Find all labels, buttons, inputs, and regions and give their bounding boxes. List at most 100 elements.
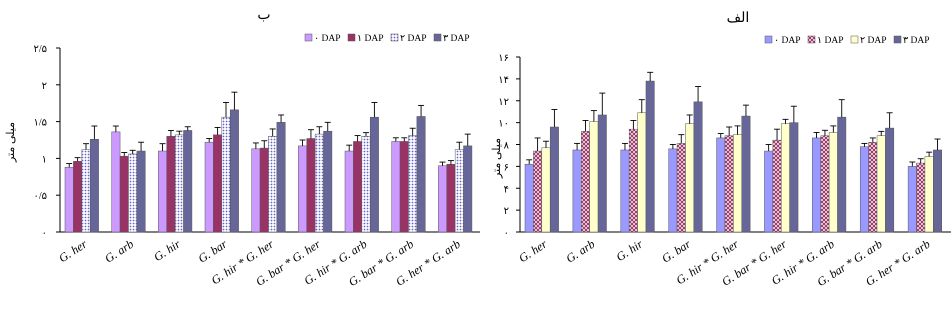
chart-alef-title: الف xyxy=(727,11,750,26)
legend-label: ۳ DAP xyxy=(443,34,469,44)
legend-label: ۱ DAP xyxy=(817,36,843,46)
legend-label: ۱ DAP xyxy=(357,34,383,44)
bar xyxy=(907,166,917,233)
bar xyxy=(637,112,647,233)
bar xyxy=(828,132,838,233)
legend-label: ۲ DAP xyxy=(860,36,886,46)
bar xyxy=(916,162,926,233)
category-label: G. her xyxy=(56,237,90,266)
bar xyxy=(685,123,695,233)
bar xyxy=(524,163,534,233)
bar xyxy=(166,136,176,233)
bar xyxy=(620,149,630,233)
bar xyxy=(789,122,799,233)
legend-label: ۳ DAP xyxy=(903,36,929,46)
bar xyxy=(541,147,551,233)
legend-swatch xyxy=(390,33,399,42)
bar xyxy=(868,142,878,233)
bar xyxy=(933,149,942,233)
legend-label: ۰ DAP xyxy=(314,34,340,44)
bar xyxy=(111,131,121,233)
bar xyxy=(693,101,703,233)
bar xyxy=(251,148,261,233)
bar xyxy=(276,122,286,233)
chart-alef-ylabel: میلی متر xyxy=(491,138,503,179)
bar xyxy=(298,145,307,233)
bar xyxy=(323,130,333,233)
bar xyxy=(876,135,886,233)
y-tick-label: ۲/۵ xyxy=(33,44,47,55)
bar xyxy=(259,147,269,233)
y-tick-label: ۱۶ xyxy=(498,53,509,64)
bar xyxy=(446,164,456,233)
bar xyxy=(820,135,830,233)
y-tick-label: ۴ xyxy=(504,184,509,195)
bar xyxy=(837,116,847,233)
chart-b-bars xyxy=(64,91,473,233)
legend-swatch xyxy=(304,33,313,42)
bar xyxy=(128,153,138,233)
bar xyxy=(438,165,447,233)
bar xyxy=(724,135,734,233)
legend-label: ۰ DAP xyxy=(774,36,800,46)
chart-b-legend: ۰ DAP ۱ DAP ۲ DAP ۳ DAP xyxy=(304,33,469,44)
legend-swatch xyxy=(893,35,902,44)
bar xyxy=(64,166,74,233)
category-label: G. hir xyxy=(151,237,183,265)
bar xyxy=(119,155,129,233)
bar xyxy=(399,141,409,233)
chart-alef-legend: ۰ DAP ۱ DAP ۲ DAP ۳ DAP xyxy=(764,35,929,46)
bar xyxy=(885,127,895,233)
bar xyxy=(780,123,790,233)
bar xyxy=(306,138,316,233)
bar xyxy=(391,141,401,233)
category-label: G. her xyxy=(516,237,550,266)
y-tick-label: ۶ xyxy=(504,162,509,173)
chart-b-title: ب xyxy=(257,8,270,23)
bar xyxy=(812,137,821,233)
legend-label: ۲ DAP xyxy=(400,34,426,44)
bar xyxy=(314,133,324,233)
bar xyxy=(229,109,239,233)
y-tick-label: ۱۲ xyxy=(498,97,509,108)
y-tick-label: ۱ xyxy=(42,154,47,165)
bar xyxy=(408,135,418,233)
bar xyxy=(668,148,678,233)
bar xyxy=(344,150,354,233)
chart-alef: الف میلی متر ۰ DAP ۱ DAP ۲ DAP ۳ DAP ۰ ۲ ۴ ۶ ۸ ۱… xyxy=(491,11,951,289)
bar xyxy=(533,150,543,233)
bar xyxy=(645,80,655,233)
y-tick-label: ۸ xyxy=(504,141,510,152)
legend-swatch xyxy=(764,35,773,44)
bar xyxy=(597,114,607,233)
bar xyxy=(454,149,464,233)
bar xyxy=(268,136,278,233)
y-tick-label: ۲ xyxy=(504,206,509,217)
y-tick-label: ۱/۵ xyxy=(33,118,47,129)
bar xyxy=(628,128,638,233)
bar xyxy=(549,126,559,233)
category-label: G. arb xyxy=(102,237,136,266)
bar xyxy=(764,150,774,233)
y-tick-label: ۱۴ xyxy=(498,75,509,86)
bar xyxy=(463,145,473,233)
bar xyxy=(221,116,231,233)
y-tick-label: ۲ xyxy=(42,81,47,92)
bar xyxy=(416,116,426,233)
bar xyxy=(733,134,743,233)
bar xyxy=(158,150,167,233)
category-label: G. hir xyxy=(614,237,646,265)
bar xyxy=(204,141,214,233)
bar xyxy=(741,115,751,233)
legend-swatch xyxy=(433,33,442,42)
y-tick-label: ۰ xyxy=(42,228,47,239)
bar xyxy=(676,143,686,233)
bar xyxy=(369,116,379,233)
bar xyxy=(89,139,99,233)
y-tick-label: ۰/۵ xyxy=(33,191,47,202)
legend-swatch xyxy=(347,33,356,42)
bar xyxy=(772,139,782,233)
